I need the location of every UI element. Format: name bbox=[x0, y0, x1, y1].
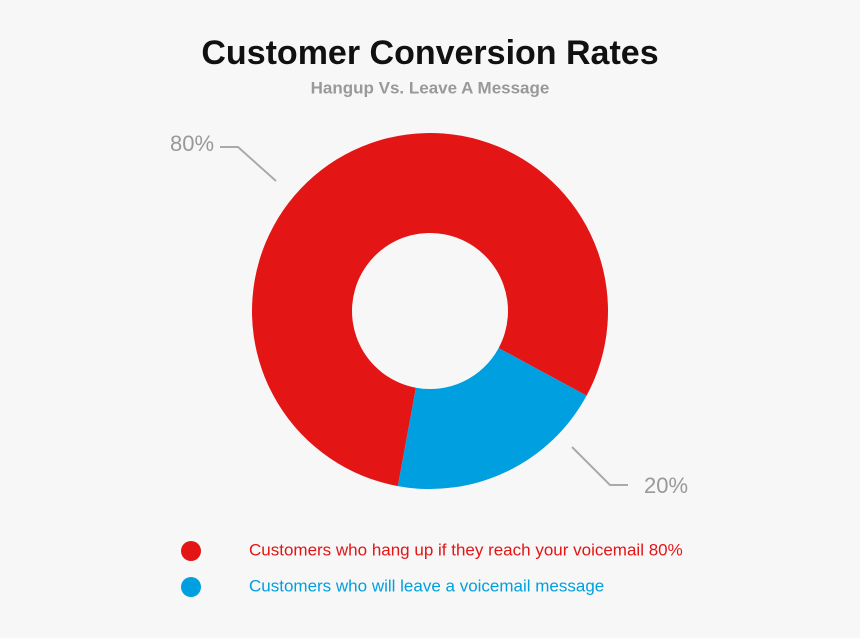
chart-title: Customer Conversion Rates bbox=[201, 34, 658, 72]
legend-marker bbox=[181, 577, 201, 597]
value-label: 80% bbox=[170, 131, 214, 156]
legend-marker bbox=[181, 541, 201, 561]
legend-label: Customers who will leave a voicemail mes… bbox=[249, 576, 604, 595]
leader-line bbox=[571, 446, 628, 486]
legend-label: Customers who hang up if they reach your… bbox=[249, 540, 683, 559]
donut-slice bbox=[252, 133, 609, 487]
donut-slice bbox=[397, 348, 587, 490]
value-label: 20% bbox=[644, 473, 688, 498]
chart-subtitle: Hangup Vs. Leave A Message bbox=[311, 78, 550, 97]
leader-line bbox=[220, 146, 277, 182]
